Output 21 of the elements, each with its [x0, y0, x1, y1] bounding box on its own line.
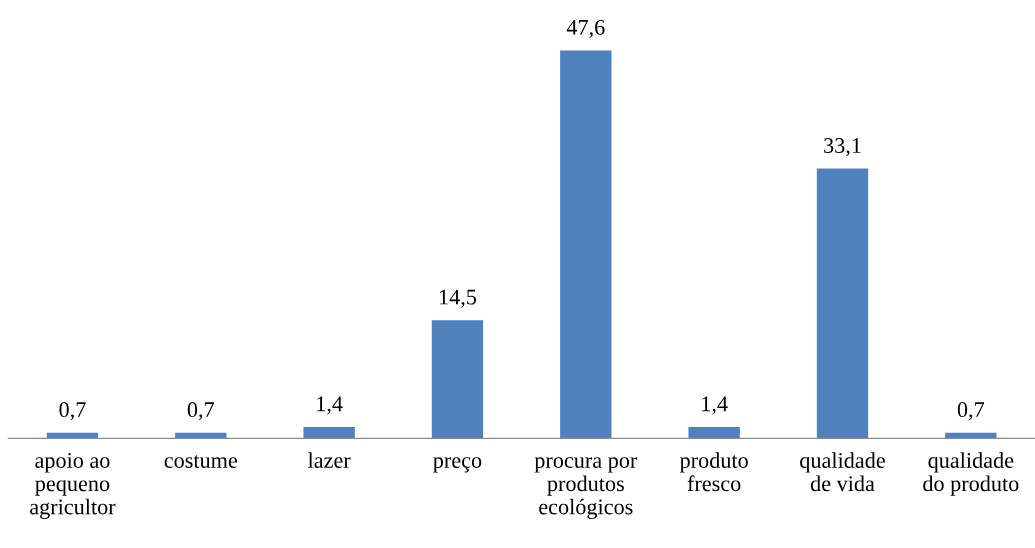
bar — [560, 50, 612, 439]
bar — [688, 426, 740, 439]
data-label: 1,4 — [702, 396, 728, 415]
x-tick-label: apoio ao pequeno agricultor — [30, 452, 116, 519]
x-tick-label: preço — [433, 457, 482, 473]
x-tick-label: qualidade do produto — [923, 452, 1019, 496]
data-label: 14,5 — [439, 289, 477, 308]
bar — [303, 426, 355, 439]
data-label: 0,7 — [59, 402, 86, 421]
x-tick-label: qualidade de vida — [800, 452, 885, 492]
data-label: 33,1 — [824, 138, 861, 157]
x-tick-label: produto fresco — [679, 452, 748, 492]
bar — [431, 320, 484, 439]
data-label: 1,4 — [317, 396, 343, 415]
data-label: 47,6 — [566, 19, 605, 39]
x-tick-label: lazer — [307, 452, 351, 468]
bar — [816, 168, 869, 439]
data-label: 0,7 — [187, 402, 215, 421]
x-tick-label: costume — [164, 455, 238, 468]
data-label: 0,7 — [957, 402, 985, 421]
x-tick-label: procura por produtos ecológicos — [534, 457, 638, 520]
